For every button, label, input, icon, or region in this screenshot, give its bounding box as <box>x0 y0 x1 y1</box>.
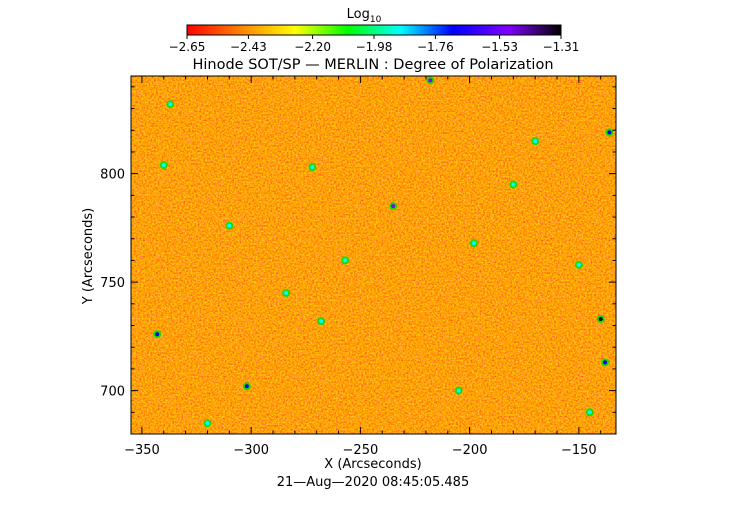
feature-core <box>576 262 581 267</box>
colorbar-tick-label: −2.20 <box>294 40 331 54</box>
feature-core <box>533 139 538 144</box>
heatmap-features <box>153 76 614 428</box>
y-tick-label: 800 <box>100 168 125 183</box>
colorbar-tick-label: −1.31 <box>543 40 580 54</box>
y-tick-label: 750 <box>100 276 125 291</box>
colorbar-ticks: −2.65 −2.43 −2.20 −1.98 −1.76 −1.53 −1.31 <box>169 35 580 54</box>
colorbar-tick-label: −1.76 <box>417 40 454 54</box>
chart-title: Hinode SOT/SP — MERLIN : Degree of Polar… <box>192 57 553 73</box>
feature-core <box>205 421 210 426</box>
feature-core <box>284 290 289 295</box>
feature-core <box>244 384 249 389</box>
x-axis-label: X (Arcseconds) <box>324 457 421 472</box>
feature-core <box>155 332 160 337</box>
feature-core <box>168 102 173 107</box>
colorbar-label: Log10 <box>347 7 382 25</box>
feature-core <box>587 410 592 415</box>
x-tick-label: −150 <box>561 443 597 458</box>
feature-core <box>161 162 166 167</box>
y-axis-ticks: 700 750 800 <box>100 86 616 413</box>
colorbar-tick-label: −2.65 <box>169 40 206 54</box>
colorbar: Log10 −2.65 −2.43 −2.20 −1.98 −1.76 −1.53 −1.3… <box>169 7 580 54</box>
colorbar-tick-label: −1.53 <box>481 40 518 54</box>
feature-core <box>343 258 348 263</box>
feature-core <box>607 130 612 135</box>
x-tick-label: −350 <box>124 443 160 458</box>
feature-core <box>428 78 433 83</box>
feature-core <box>471 241 476 246</box>
heatmap-image <box>131 76 616 434</box>
x-tick-label: −250 <box>343 443 379 458</box>
feature-core <box>227 223 232 228</box>
feature-core <box>598 317 603 322</box>
plot-frame <box>130 75 617 435</box>
x-tick-label: −300 <box>233 443 269 458</box>
feature-core <box>456 388 461 393</box>
colorbar-gradient <box>186 24 562 36</box>
feature-core <box>511 182 516 187</box>
feature-core <box>603 360 608 365</box>
y-tick-label: 700 <box>100 385 125 400</box>
x-axis-ticks: −350 −300 −250 −200 −150 <box>124 76 602 458</box>
timestamp: 21—Aug—2020 08:45:05.485 <box>277 475 469 490</box>
colorbar-tick-label: −1.98 <box>356 40 393 54</box>
feature-core <box>319 319 324 324</box>
y-axis-label: Y (Arcseconds) <box>81 208 96 305</box>
x-tick-label: −200 <box>452 443 488 458</box>
colorbar-tick-label: −2.43 <box>230 40 267 54</box>
feature-core <box>310 165 315 170</box>
feature-core <box>391 204 396 209</box>
